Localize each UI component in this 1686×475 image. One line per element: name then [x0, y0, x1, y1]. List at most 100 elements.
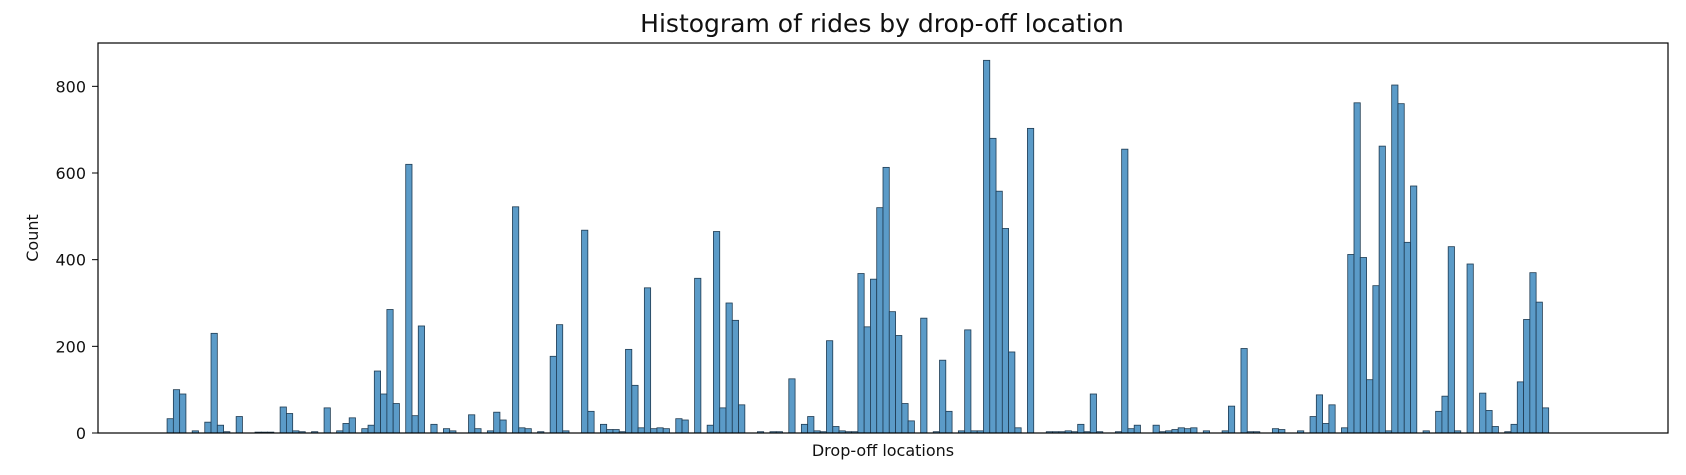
histogram-bar: [1391, 84, 1399, 434]
histogram-bar: [1378, 145, 1386, 434]
histogram-bar: [411, 415, 419, 434]
histogram-bar: [493, 411, 501, 434]
histogram-bar: [945, 410, 953, 434]
histogram-bar: [1089, 393, 1097, 434]
histogram-bar: [643, 287, 652, 434]
histogram-bar: [1177, 427, 1185, 434]
histogram-bar: [1353, 102, 1361, 434]
histogram-bar: [983, 59, 991, 434]
histogram-bar: [1014, 427, 1022, 434]
histogram-bar: [380, 393, 388, 434]
histogram-bar: [713, 231, 721, 434]
histogram-bar: [587, 410, 595, 434]
histogram-bar: [342, 423, 350, 434]
histogram-bar: [1184, 428, 1192, 434]
histogram-bar: [1441, 395, 1449, 434]
histogram-bar: [172, 389, 181, 434]
histogram-bar: [179, 393, 187, 434]
histogram-bar: [650, 428, 658, 434]
histogram-bar: [1510, 423, 1518, 434]
histogram-bar: [895, 335, 903, 434]
histogram-bar: [367, 424, 375, 434]
histogram-bar: [964, 329, 972, 434]
histogram-bar: [738, 404, 746, 434]
histogram-bar: [1403, 241, 1411, 434]
histogram-bar: [788, 378, 796, 434]
histogram-bar: [1372, 285, 1380, 434]
y-tick-label: 200: [55, 337, 86, 356]
histogram-bar: [556, 324, 564, 434]
histogram-bar: [1366, 379, 1374, 434]
histogram-bar: [468, 414, 476, 434]
histogram-bar: [870, 278, 878, 434]
histogram-bar: [863, 326, 871, 434]
histogram-bar: [1435, 410, 1443, 434]
histogram-bar: [876, 207, 884, 434]
histogram-bar: [675, 418, 683, 434]
histogram-bar: [694, 277, 702, 434]
histogram-bar: [719, 407, 727, 434]
histogram-bar: [405, 163, 413, 434]
histogram-bar: [204, 421, 212, 434]
histogram-bar: [373, 370, 382, 434]
histogram-bar: [442, 428, 451, 434]
histogram-bar: [499, 419, 507, 434]
histogram-bar: [995, 190, 1003, 434]
histogram-bar: [731, 319, 739, 434]
y-tick-label: 400: [55, 251, 86, 270]
histogram-bar: [1322, 423, 1330, 434]
histogram-bar: [989, 137, 997, 434]
histogram-bar: [807, 416, 815, 434]
histogram-bar: [1447, 246, 1455, 434]
histogram-bar: [1529, 272, 1537, 434]
histogram-bar: [888, 311, 896, 434]
histogram-bar: [216, 424, 225, 434]
histogram-bar: [1328, 404, 1336, 434]
histogram-bar: [524, 428, 532, 434]
histogram-bar: [857, 273, 865, 434]
histogram-bar: [1008, 351, 1016, 434]
y-axis-label: Count: [23, 214, 42, 262]
histogram-bar: [1466, 263, 1474, 434]
histogram-bar: [1315, 394, 1323, 434]
histogram-bar: [1491, 426, 1499, 434]
histogram-bar: [600, 423, 608, 434]
histogram-bar: [1271, 428, 1280, 434]
histogram-bar: [706, 424, 714, 434]
histogram-bar: [1479, 392, 1487, 434]
histogram-bar: [1190, 427, 1198, 434]
histogram-bar: [637, 427, 645, 434]
histogram-bar: [210, 332, 218, 434]
chart-title: Histogram of rides by drop-off location: [640, 9, 1124, 38]
histogram-bar: [1309, 416, 1317, 434]
y-tick-label: 800: [55, 77, 86, 96]
x-axis-label: Drop-off locations: [812, 441, 954, 460]
histogram-bar: [279, 406, 287, 434]
histogram-bar: [1359, 257, 1367, 434]
histogram-bar: [1228, 405, 1236, 434]
histogram-bar: [549, 355, 557, 434]
histogram-bar: [920, 317, 928, 434]
histogram-bar: [166, 418, 174, 434]
histogram-bar: [800, 423, 809, 434]
histogram-bar: [725, 302, 733, 434]
bars-layer: [166, 59, 1550, 434]
histogram-bar: [1535, 301, 1543, 434]
histogram-bar: [417, 325, 425, 434]
y-tick-label: 600: [55, 164, 86, 183]
histogram-bar: [430, 423, 438, 434]
plot-frame: [97, 42, 1669, 434]
histogram-bar: [285, 413, 294, 434]
histogram-bar: [1341, 427, 1349, 434]
histogram-bar: [1410, 185, 1418, 434]
histogram-bar: [1523, 319, 1531, 434]
histogram-bar: [1516, 381, 1524, 434]
histogram-bar: [1121, 148, 1129, 434]
histogram-bar: [681, 419, 689, 434]
histogram-bar: [1347, 254, 1355, 434]
histogram-bar: [907, 420, 915, 434]
histogram-bar: [631, 384, 639, 434]
histogram-bar: [518, 427, 526, 434]
histogram-bar: [361, 428, 369, 434]
